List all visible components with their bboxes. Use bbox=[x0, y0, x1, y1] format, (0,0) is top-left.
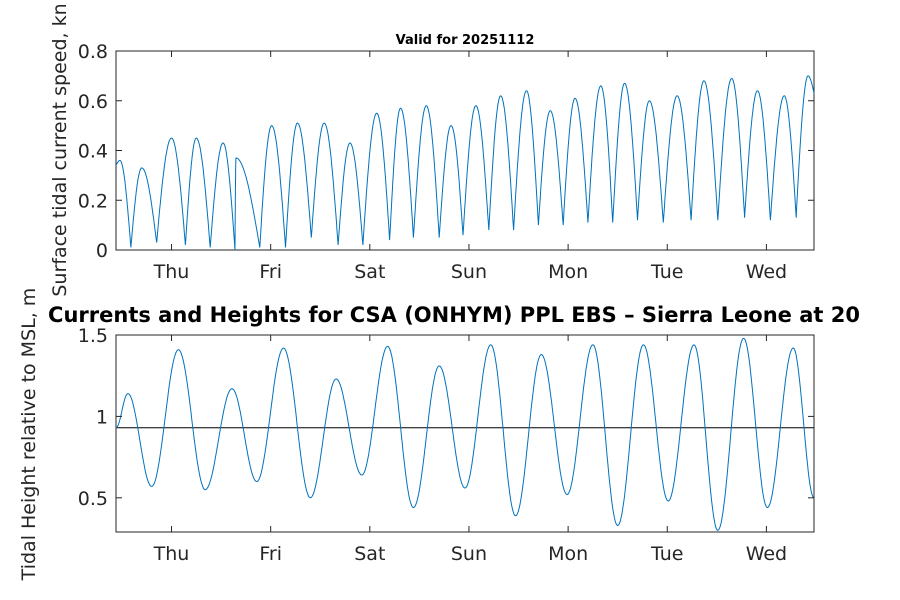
x-tick-label-mon: Mon bbox=[548, 543, 588, 565]
current-speed-x-ticks: Thu Fri Sat Sun Mon Tue Wed bbox=[153, 51, 787, 283]
x-tick-label-sun: Sun bbox=[451, 261, 487, 283]
y-tick-label: 1.5 bbox=[78, 325, 108, 347]
x-tick-label-wed: Wed bbox=[746, 543, 787, 565]
current-speed-series-group bbox=[115, 75, 815, 251]
tidal-height-y-axis-label: Tidal Height relative to MSL, m bbox=[18, 288, 40, 582]
y-tick-label: 0.8 bbox=[78, 41, 108, 63]
current-speed-axes-box bbox=[115, 50, 815, 251]
x-tick-label-sat: Sat bbox=[354, 261, 385, 283]
current-speed-y-ticks: 0 0.2 0.4 0.6 0.8 bbox=[78, 41, 814, 262]
tidal-height-chart-title: Currents and Heights for CSA (ONHYM) PPL… bbox=[48, 303, 860, 327]
y-tick-label: 0.5 bbox=[78, 488, 108, 510]
y-tick-label: 1 bbox=[96, 406, 108, 428]
current-speed-y-axis-label: Surface tidal current speed, kn bbox=[49, 3, 71, 296]
x-tick-label-thu: Thu bbox=[153, 261, 190, 283]
x-tick-label-sun: Sun bbox=[451, 543, 487, 565]
tidal-height-panel: 0.5 1 1.5 Thu Fri Sat Sun Mon Tue Wed Tidal Heig… bbox=[18, 288, 860, 582]
x-tick-label-wed: Wed bbox=[746, 261, 787, 283]
tidal-height-axes-box bbox=[115, 334, 815, 533]
tidal-height-series-group bbox=[115, 337, 815, 531]
x-tick-label-tue: Tue bbox=[650, 261, 683, 283]
x-tick-label-fri: Fri bbox=[259, 261, 282, 283]
x-tick-label-sat: Sat bbox=[354, 543, 385, 565]
x-tick-label-fri: Fri bbox=[259, 543, 282, 565]
tidal-height-x-ticks: Thu Fri Sat Sun Mon Tue Wed bbox=[153, 335, 787, 565]
current-speed-panel: 0 0.2 0.4 0.6 0.8 Thu Fri Sat Sun Mon Tue Wed Vali… bbox=[49, 3, 815, 297]
current-speed-line bbox=[115, 75, 815, 251]
tidal-height-y-ticks: 0.5 1 1.5 bbox=[78, 325, 814, 510]
y-tick-label: 0.2 bbox=[78, 190, 108, 212]
tidal-height-line bbox=[115, 337, 815, 531]
y-tick-label: 0.6 bbox=[78, 91, 108, 113]
x-tick-label-mon: Mon bbox=[548, 261, 588, 283]
current-speed-chart-title: Valid for 20251112 bbox=[396, 33, 535, 48]
x-tick-label-thu: Thu bbox=[153, 543, 190, 565]
y-tick-label: 0 bbox=[96, 240, 108, 262]
x-tick-label-tue: Tue bbox=[650, 543, 683, 565]
y-tick-label: 0.4 bbox=[78, 141, 108, 163]
